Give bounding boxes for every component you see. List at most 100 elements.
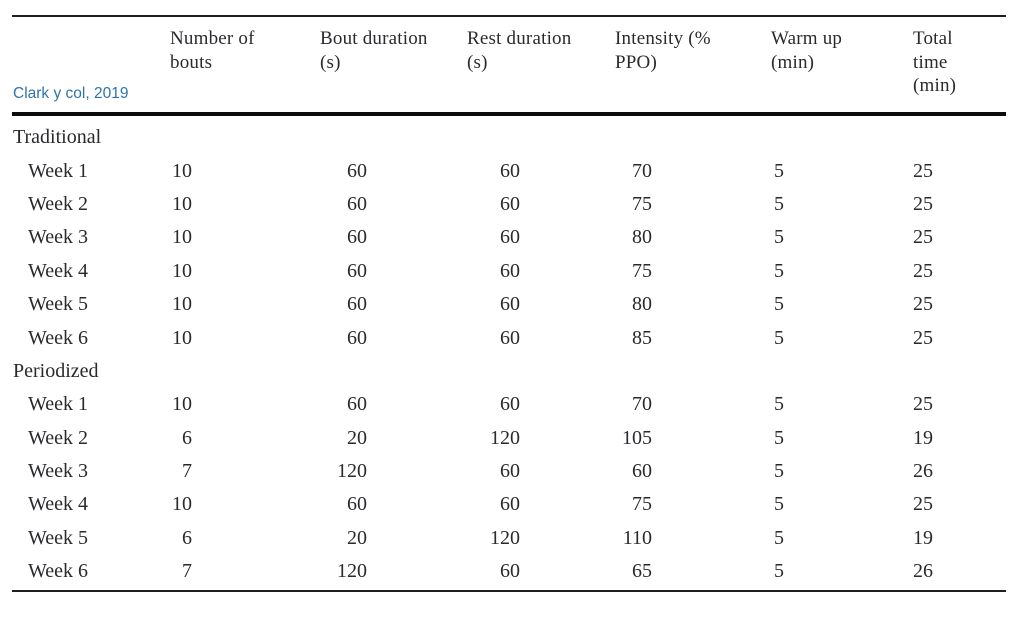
section-label: Traditional <box>13 126 102 149</box>
cell-bouts: 7 <box>182 460 192 483</box>
cell-rest-duration: 60 <box>500 159 520 182</box>
cell-intensity: 85 <box>632 326 652 349</box>
cell-intensity: 65 <box>632 560 652 583</box>
cell-bout-duration: 60 <box>347 259 367 282</box>
cell-warm-up: 5 <box>774 326 784 349</box>
cell-rest-duration: 120 <box>490 426 520 449</box>
column-header-line: bouts <box>170 51 213 73</box>
cell-warm-up: 5 <box>774 393 784 416</box>
cell-total-time: 25 <box>913 226 933 249</box>
cell-bout-duration: 60 <box>347 192 367 215</box>
cell-bouts: 10 <box>172 159 192 182</box>
row-label: Week 6 <box>28 560 89 583</box>
row-label: Week 1 <box>28 159 89 182</box>
cell-warm-up: 5 <box>774 426 784 449</box>
column-header-line: Total <box>913 28 953 49</box>
cell-intensity: 70 <box>632 159 652 182</box>
cell-bouts: 6 <box>182 426 192 449</box>
cell-rest-duration: 60 <box>500 259 520 282</box>
cell-bout-duration: 60 <box>347 493 367 516</box>
cell-rest-duration: 60 <box>500 226 520 249</box>
cell-bout-duration: 60 <box>347 393 367 416</box>
cell-warm-up: 5 <box>774 159 784 182</box>
row-label: Week 2 <box>28 426 89 449</box>
column-header-line: Rest duration <box>467 28 572 49</box>
cell-bouts: 10 <box>172 326 192 349</box>
table-row: Week 5 10 60 60 80 5 25 <box>12 288 1006 321</box>
section-row: Traditional <box>12 121 1006 154</box>
cell-total-time: 25 <box>913 192 933 215</box>
cell-bout-duration: 60 <box>347 226 367 249</box>
cell-rest-duration: 60 <box>500 393 520 416</box>
column-header-warm-up: Warm up (min) <box>771 27 913 98</box>
cell-total-time: 25 <box>913 259 933 282</box>
cell-bout-duration: 60 <box>347 326 367 349</box>
cell-intensity: 110 <box>622 526 652 549</box>
cell-bout-duration: 20 <box>347 526 367 549</box>
row-label: Week 2 <box>28 192 89 215</box>
cell-warm-up: 5 <box>774 226 784 249</box>
cell-intensity: 75 <box>632 259 652 282</box>
citation-link[interactable]: Clark y col, 2019 <box>13 85 129 102</box>
column-header-bouts: Number of bouts <box>170 27 320 98</box>
cell-warm-up: 5 <box>774 526 784 549</box>
column-header-rest-duration: Rest duration (s) <box>467 27 615 98</box>
column-header-line: (min) <box>913 75 957 96</box>
cell-intensity: 70 <box>632 393 652 416</box>
cell-bouts: 7 <box>182 560 192 583</box>
cell-total-time: 25 <box>913 493 933 516</box>
cell-rest-duration: 60 <box>500 192 520 215</box>
cell-rest-duration: 60 <box>500 460 520 483</box>
cell-warm-up: 5 <box>774 259 784 282</box>
row-label: Week 4 <box>28 493 89 516</box>
column-header-line: (s) <box>467 51 488 73</box>
cell-warm-up: 5 <box>774 192 784 215</box>
row-label: Week 6 <box>28 326 89 349</box>
cell-warm-up: 5 <box>774 293 784 316</box>
cell-bouts: 10 <box>172 259 192 282</box>
row-label: Week 3 <box>28 226 89 249</box>
cell-bout-duration: 120 <box>337 560 367 583</box>
cell-bout-duration: 60 <box>347 293 367 316</box>
cell-total-time: 25 <box>913 326 933 349</box>
row-label: Week 5 <box>28 293 89 316</box>
column-header-line: PPO) <box>615 51 657 73</box>
table-row: Week 5 6 20 120 110 5 19 <box>12 522 1006 555</box>
table-row: Week 6 10 60 60 85 5 25 <box>12 321 1006 354</box>
cell-bouts: 10 <box>172 393 192 416</box>
table-row: Week 1 10 60 60 70 5 25 <box>12 154 1006 187</box>
cell-bouts: 10 <box>172 226 192 249</box>
cell-total-time: 19 <box>913 526 933 549</box>
cell-bouts: 10 <box>172 493 192 516</box>
cell-bout-duration: 20 <box>347 426 367 449</box>
cell-bouts: 10 <box>172 293 192 316</box>
section-row: Periodized <box>12 355 1006 388</box>
cell-total-time: 26 <box>913 560 933 583</box>
cell-rest-duration: 60 <box>500 493 520 516</box>
cell-bout-duration: 60 <box>347 159 367 182</box>
table-row: Week 1 10 60 60 70 5 25 <box>12 388 1006 421</box>
cell-total-time: 25 <box>913 393 933 416</box>
cell-intensity: 75 <box>632 192 652 215</box>
table-row: Week 2 10 60 60 75 5 25 <box>12 188 1006 221</box>
cell-intensity: 105 <box>622 426 652 449</box>
table-header-row: Number of bouts Bout duration (s) Rest durat… <box>12 27 1006 98</box>
cell-total-time: 26 <box>913 460 933 483</box>
row-label: Week 5 <box>28 526 89 549</box>
table-row: Week 6 7 120 60 65 5 26 <box>12 555 1006 588</box>
cell-bout-duration: 120 <box>337 460 367 483</box>
table-top-rule <box>12 15 1006 17</box>
table-row: Week 3 7 120 60 60 5 26 <box>12 455 1006 488</box>
cell-intensity: 80 <box>632 226 652 249</box>
cell-warm-up: 5 <box>774 493 784 516</box>
cell-intensity: 80 <box>632 293 652 316</box>
table-body: Traditional Week 1 10 60 60 70 5 25 Week 2 10 60 60… <box>12 121 1006 588</box>
table-header-separator-rule <box>12 112 1006 116</box>
column-header-total-time: Total time (min) <box>913 27 1006 98</box>
cell-warm-up: 5 <box>774 560 784 583</box>
cell-rest-duration: 120 <box>490 526 520 549</box>
column-header-line: time <box>913 51 948 73</box>
row-label: Week 1 <box>28 393 89 416</box>
column-header-line: Bout duration <box>320 28 428 49</box>
